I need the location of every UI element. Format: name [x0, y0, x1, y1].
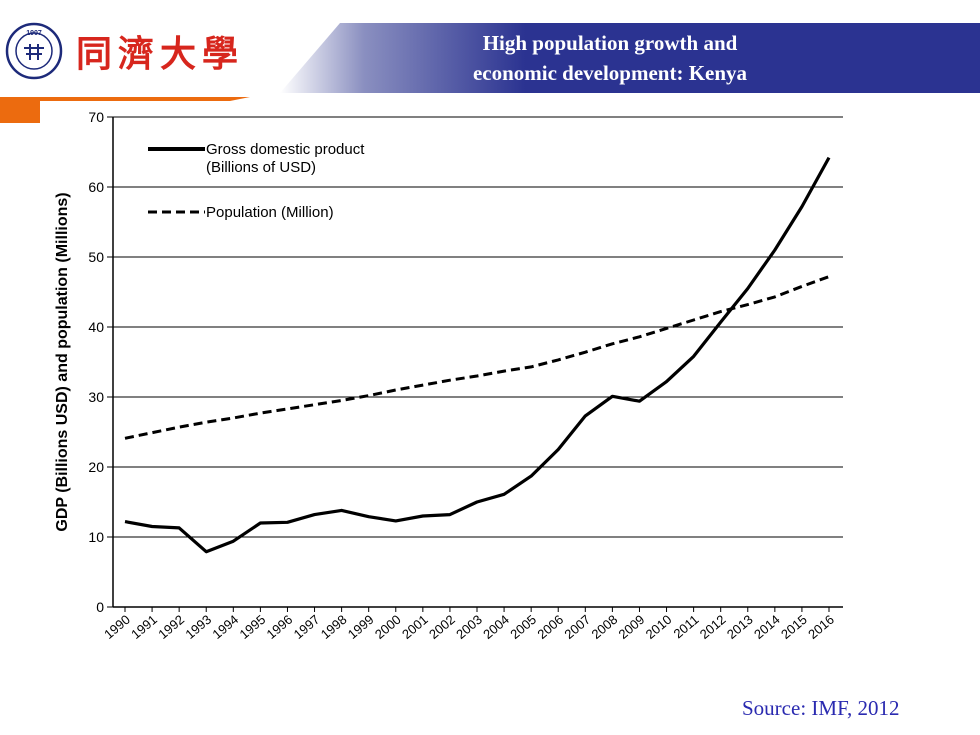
x-tick-label: 2013	[724, 612, 756, 642]
y-axis-label: GDP (Billions USD) and population (Milli…	[54, 192, 71, 531]
university-name-cn: 同濟大學	[76, 33, 244, 75]
y-tick-label: 70	[88, 109, 104, 125]
x-tick-label: 1999	[345, 612, 377, 642]
x-tick-label: 2011	[670, 612, 701, 641]
series-line-gdp	[124, 156, 831, 554]
header-banner	[280, 23, 980, 93]
x-tick-label: 2006	[534, 612, 566, 642]
y-tick-label: 10	[88, 529, 104, 545]
x-tick-label: 1993	[182, 612, 214, 642]
x-tick-labels: 1990199119921993199419951996199719981999…	[101, 607, 837, 642]
seal-year: 1907	[26, 30, 42, 37]
x-tick-label: 2010	[643, 612, 675, 642]
x-tick-label: 2003	[453, 612, 485, 642]
x-tick-label: 2016	[805, 612, 837, 642]
x-tick-label: 2014	[751, 612, 783, 642]
chart-series	[124, 156, 831, 554]
x-tick-label: 1991	[128, 612, 160, 642]
legend-label-gdp: Gross domestic product (Billions of USD)	[206, 141, 365, 176]
x-tick-label: 1998	[318, 612, 350, 642]
x-tick-label: 1995	[237, 612, 269, 642]
legend-label-population: Population (Million)	[206, 204, 334, 221]
x-tick-label: 2008	[589, 612, 621, 642]
chart-gridlines	[113, 116, 843, 538]
accent-tab	[0, 97, 250, 123]
slide-title-line-2: economic development: Kenya	[472, 61, 748, 85]
x-tick-label: 2012	[697, 612, 729, 642]
x-tick-label: 2001	[399, 612, 431, 642]
y-tick-label: 30	[88, 389, 104, 405]
chart-legend: Gross domestic product (Billions of USD) …	[148, 141, 365, 221]
x-tick-label: 2000	[372, 612, 404, 642]
x-tick-label: 1996	[264, 612, 296, 642]
x-tick-label: 2005	[507, 612, 539, 642]
x-tick-label: 2007	[561, 612, 593, 642]
x-tick-label: 1992	[155, 612, 187, 642]
x-tick-label: 1994	[209, 612, 241, 642]
source-note: Source: IMF, 2012	[742, 696, 900, 720]
y-tick-label: 40	[88, 319, 104, 335]
y-tick-label: 20	[88, 459, 104, 475]
y-tick-label: 50	[88, 249, 104, 265]
university-logo: 1907 同濟大學	[5, 22, 244, 80]
x-tick-label: 2004	[480, 612, 512, 642]
x-tick-label: 1990	[101, 612, 133, 642]
slide-title-line-1: High population growth and	[482, 31, 738, 55]
x-tick-label: 2015	[778, 612, 810, 642]
y-tick-label: 0	[96, 599, 104, 615]
x-tick-label: 2002	[426, 612, 458, 642]
university-seal-icon	[5, 22, 63, 80]
x-tick-label: 2009	[616, 612, 648, 642]
y-tick-labels: 0 10 20 30 40 50 60 70	[88, 109, 113, 615]
y-tick-label: 60	[88, 179, 104, 195]
series-line-population	[124, 275, 830, 440]
x-tick-label: 1997	[291, 612, 323, 642]
